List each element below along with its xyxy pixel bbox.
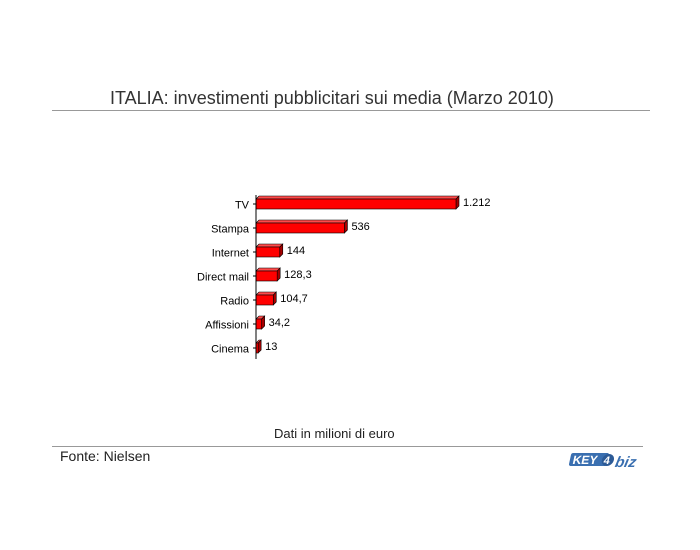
- category-label-internet: Internet: [212, 248, 249, 260]
- value-label-internet: 144: [287, 245, 305, 257]
- key4biz-logo: KEY 4 biz: [568, 453, 639, 471]
- category-label-tv: TV: [235, 200, 250, 212]
- bar-top-radio: [255, 291, 278, 296]
- bar-stampa: [255, 222, 345, 234]
- bar-top-internet: [255, 243, 284, 248]
- bar-top-stampa: [255, 219, 349, 224]
- bar-direct-mail: [255, 270, 278, 282]
- svg-text:KEY: KEY: [571, 453, 599, 467]
- bar-radio: [255, 294, 274, 306]
- category-label-stampa: Stampa: [211, 224, 250, 236]
- bar-internet: [255, 246, 281, 258]
- title-divider: [52, 110, 650, 111]
- category-label-affissioni: Affissioni: [205, 320, 249, 332]
- category-label-direct-mail: Direct mail: [197, 272, 249, 284]
- source-label: Fonte: Nielsen: [60, 448, 151, 464]
- svg-text:biz: biz: [614, 454, 639, 471]
- value-label-affissioni: 34,2: [269, 317, 290, 329]
- category-label-cinema: Cinema: [211, 344, 250, 356]
- value-label-direct-mail: 128,3: [284, 269, 312, 281]
- footer-divider: [52, 446, 643, 447]
- bar-top-tv: [255, 195, 460, 200]
- bar-top-direct-mail: [255, 267, 281, 272]
- bar-affissioni: [255, 318, 262, 330]
- chart-title: ITALIA: investimenti pubblicitari sui me…: [110, 88, 554, 108]
- value-label-cinema: 13: [265, 341, 277, 353]
- category-label-radio: Radio: [220, 296, 249, 308]
- units-note: Dati in milioni di euro: [274, 426, 395, 441]
- svg-text:4: 4: [602, 455, 611, 467]
- value-label-radio: 104,7: [280, 293, 308, 305]
- bar-tv: [255, 198, 457, 210]
- value-label-stampa: 536: [351, 221, 369, 233]
- value-label-tv: 1.212: [463, 197, 491, 209]
